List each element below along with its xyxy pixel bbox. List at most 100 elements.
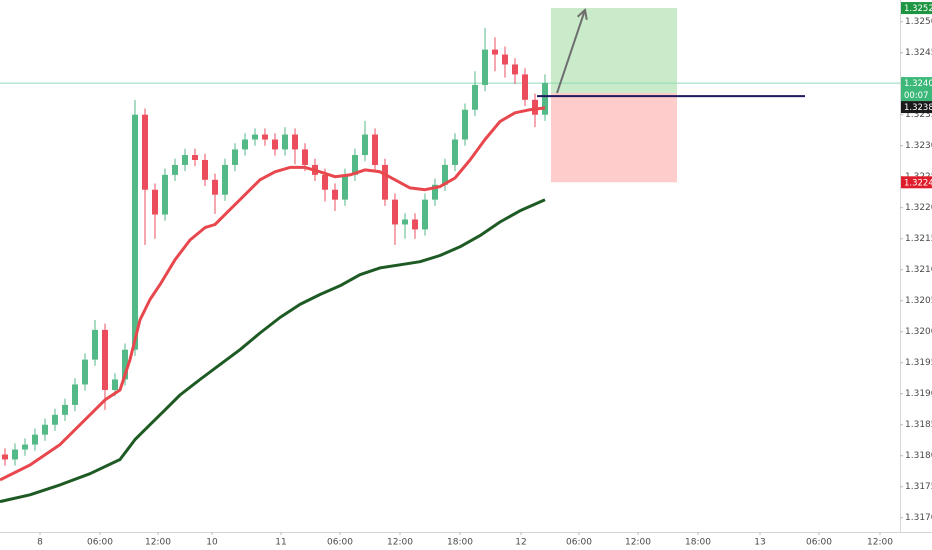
candle-body	[322, 174, 328, 190]
candle-body	[42, 424, 48, 435]
candle-body	[372, 134, 378, 165]
position-layer	[551, 8, 677, 183]
candle-body	[242, 139, 248, 150]
candle-body	[532, 99, 538, 115]
x-tick-label: 12	[515, 538, 526, 548]
price-tag	[901, 2, 932, 15]
candle-body	[142, 114, 148, 190]
candle-body	[92, 329, 98, 360]
x-tick-label: 06:00	[87, 538, 113, 548]
price-tag	[901, 176, 932, 189]
candle-body	[402, 219, 408, 225]
candle-body	[422, 199, 428, 230]
candle-body	[432, 184, 438, 200]
price-tag-label: 1.32401	[904, 79, 932, 89]
candle-body	[522, 74, 528, 100]
y-tick-label: 1.32200	[905, 203, 932, 213]
candle-body	[442, 164, 448, 185]
candle-body	[272, 139, 278, 150]
candle-body	[202, 159, 208, 180]
candle-body	[182, 155, 188, 165]
y-tick-label: 1.31950	[905, 358, 932, 368]
x-tick-label: 12:00	[625, 538, 651, 548]
candle-body	[392, 199, 398, 225]
candle-body	[172, 164, 178, 175]
candle-body	[362, 134, 368, 156]
x-tick-label: 06:00	[806, 538, 832, 548]
price-tag	[901, 101, 932, 114]
candle-body	[292, 134, 298, 150]
candle-body	[382, 164, 388, 200]
y-tick-label: 1.31850	[905, 420, 932, 430]
moving-average	[0, 106, 546, 482]
moving-average	[0, 198, 546, 504]
x-tick-label: 8	[37, 538, 43, 548]
y-tick-label: 1.32050	[905, 296, 932, 306]
candle-body	[112, 379, 118, 391]
candle-body	[162, 174, 168, 215]
y-tick-label: 1.31700	[905, 513, 932, 523]
x-tick-label: 13	[754, 538, 765, 548]
y-tick-label: 1.32150	[905, 234, 932, 244]
candle-body	[192, 155, 198, 160]
candle-body	[232, 149, 238, 165]
y-tick-label: 1.32450	[905, 48, 932, 58]
candles-layer	[2, 27, 548, 466]
candle-body	[262, 134, 268, 140]
price-countdown: 00:07	[904, 91, 929, 101]
candle-body	[412, 219, 418, 230]
price-tag	[901, 77, 932, 102]
candle-body	[12, 449, 18, 460]
x-tick-label: 06:00	[566, 538, 592, 548]
candle-body	[2, 454, 8, 460]
candle-body	[462, 109, 468, 140]
x-tick-label: 12:00	[867, 538, 893, 548]
stop-zone	[551, 93, 677, 183]
arrow	[556, 9, 586, 94]
candle-body	[282, 134, 288, 150]
x-tick-label: 12:00	[145, 538, 171, 548]
candle-body	[212, 179, 218, 195]
y-tick-label: 1.31900	[905, 389, 932, 399]
price-tag-label: 1.32241	[904, 178, 932, 188]
candle-body	[52, 414, 58, 425]
y-tick-label: 1.32000	[905, 327, 932, 337]
x-tick-label: 11	[275, 538, 286, 548]
x-tick-label: 18:00	[685, 538, 711, 548]
candle-body	[252, 134, 258, 140]
price-tag-label: 1.32522	[904, 4, 932, 14]
candle-body	[332, 189, 338, 200]
y-tick-label: 1.32100	[905, 265, 932, 275]
y-tick-label: 1.32350	[905, 110, 932, 120]
candle-body	[512, 64, 518, 75]
candle-body	[492, 49, 498, 55]
candle-body	[102, 329, 108, 391]
candle-body	[82, 359, 88, 385]
candle-body	[62, 404, 68, 415]
y-tick-label: 1.32500	[905, 17, 932, 27]
candle-body	[152, 189, 158, 215]
candle-body	[472, 84, 478, 110]
target-zone	[551, 8, 677, 94]
candle-body	[32, 434, 38, 445]
candle-body	[72, 384, 78, 405]
candle-body	[342, 174, 348, 200]
moving-averages-layer	[0, 7, 805, 504]
candle-body	[542, 83, 548, 115]
candle-body	[302, 149, 308, 165]
candle-body	[482, 49, 488, 85]
price-tags-layer: 1.32522 1.32401 00:07 1.32380 1.32241	[901, 2, 932, 189]
x-tick-label: 06:00	[327, 538, 353, 548]
candle-body	[502, 54, 508, 65]
x-tick-label: 18:00	[447, 538, 473, 548]
candle-body	[352, 155, 358, 175]
x-tick-label: 10	[206, 538, 218, 548]
y-tick-label: 1.31800	[905, 451, 932, 461]
y-tick-label: 1.31750	[905, 482, 932, 492]
y-tick-label: 1.32300	[905, 141, 932, 151]
candle-body	[122, 349, 128, 380]
